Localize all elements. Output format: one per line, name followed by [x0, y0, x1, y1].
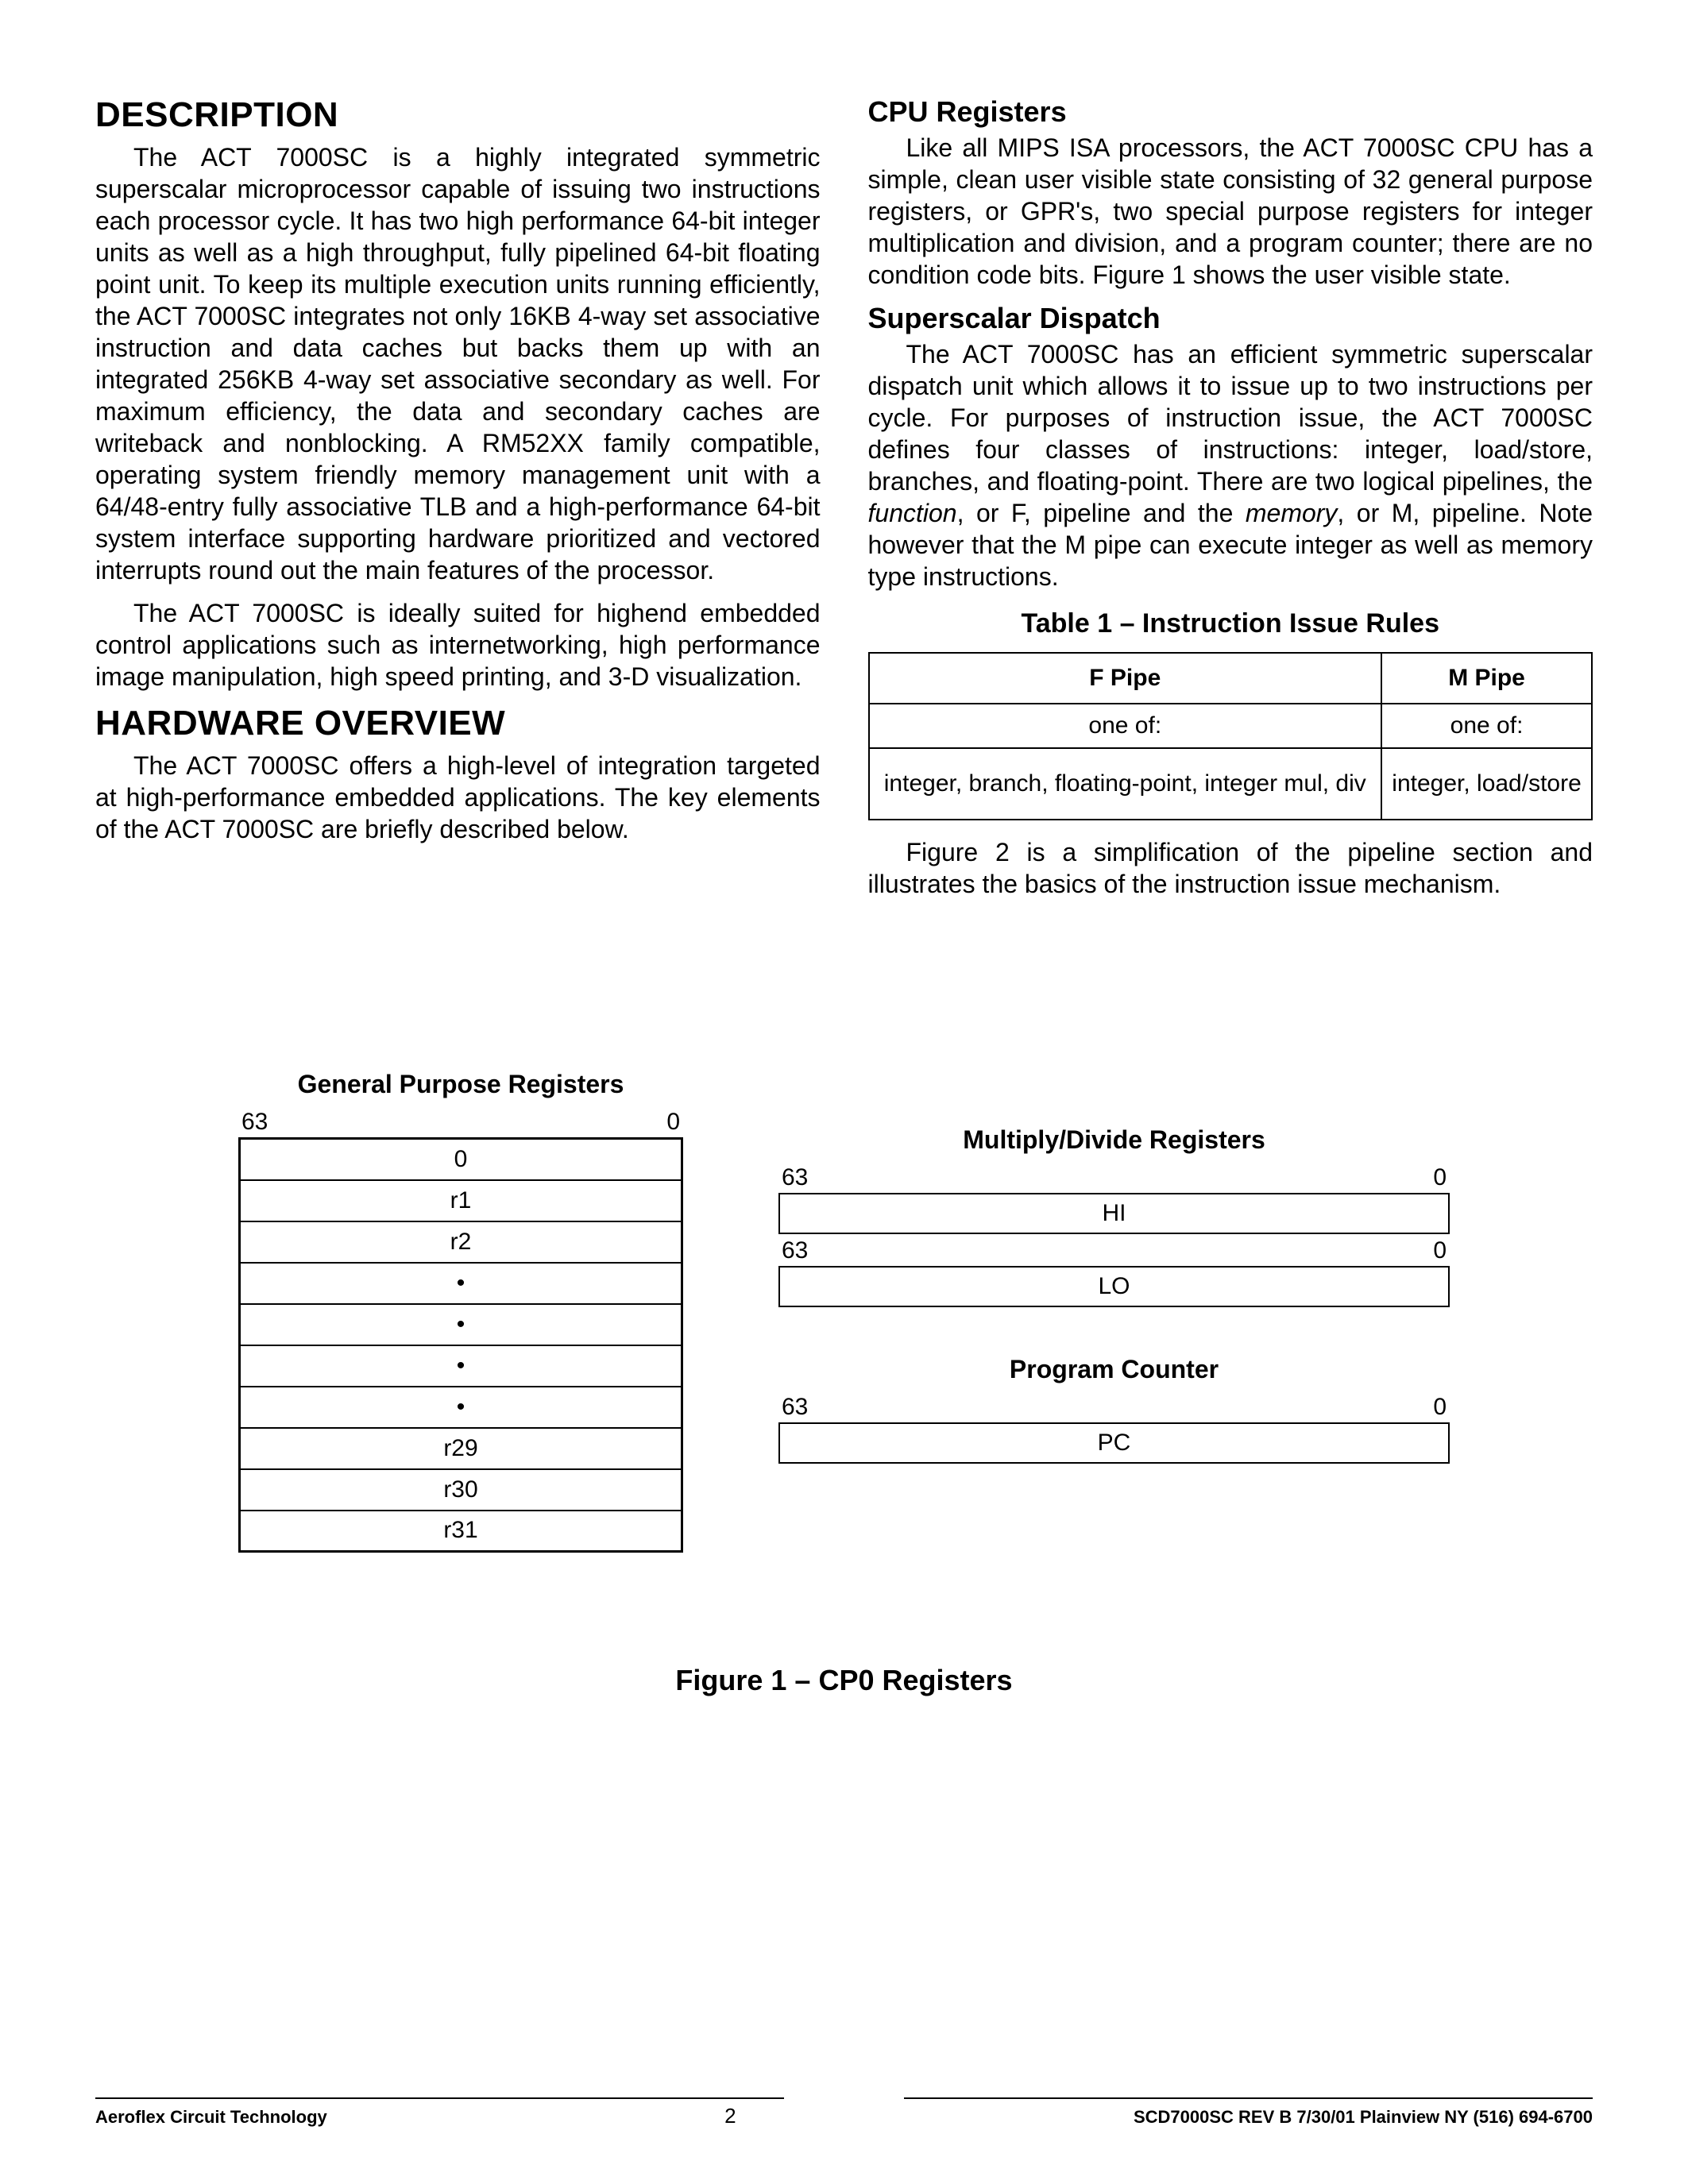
pc-axis: 63 0 [778, 1394, 1450, 1421]
td-m-list: integer, load/store [1381, 748, 1592, 820]
two-column-layout: DESCRIPTION The ACT 7000SC is a highly i… [95, 95, 1593, 911]
pc-group: Program Counter 63 0 PC [778, 1355, 1450, 1480]
gpr-row: r2 [240, 1221, 682, 1263]
gpr-row: • [240, 1345, 682, 1387]
figure-1-area: General Purpose Registers 63 0 0 r1 r2 •… [95, 1070, 1593, 1553]
hi-bit-high: 63 [782, 1164, 808, 1191]
lo-bit-high: 63 [782, 1237, 808, 1264]
table-row: integer, branch, floating-point, integer… [869, 748, 1593, 820]
superscalar-paragraph: The ACT 7000SC has an efficient symmetri… [868, 338, 1593, 592]
table-issue-rules: F Pipe M Pipe one of: one of: integer, b… [868, 652, 1593, 820]
gpr-row: r1 [240, 1180, 682, 1221]
heading-description: DESCRIPTION [95, 95, 821, 135]
gpr-row: • [240, 1304, 682, 1345]
pc-register: PC [778, 1422, 1450, 1464]
heading-hardware-overview: HARDWARE OVERVIEW [95, 704, 821, 743]
page-footer: Aeroflex Circuit Technology 2 SCD7000SC … [95, 2097, 1593, 2128]
ss-text-1: The ACT 7000SC has an efficient symmetri… [868, 340, 1593, 496]
pc-bit-high: 63 [782, 1394, 808, 1421]
table-row: one of: one of: [869, 704, 1593, 748]
left-column: DESCRIPTION The ACT 7000SC is a highly i… [95, 95, 821, 911]
table-1-title: Table 1 – Instruction Issue Rules [868, 608, 1593, 639]
pc-title: Program Counter [778, 1355, 1450, 1384]
ss-text-2: , or F, pipeline and the [957, 499, 1246, 527]
figure-1-caption: Figure 1 – CP0 Registers [95, 1664, 1593, 1697]
gpr-row: r31 [240, 1511, 682, 1552]
gpr-table: 0 r1 r2 • • • • r29 r30 r31 [238, 1137, 683, 1553]
gpr-row: r29 [240, 1428, 682, 1469]
hi-axis: 63 0 [778, 1164, 1450, 1191]
gpr-bit-high: 63 [241, 1109, 268, 1136]
gpr-bit-low: 0 [666, 1109, 680, 1136]
th-mpipe: M Pipe [1381, 653, 1592, 704]
ss-italic-function: function [868, 499, 957, 527]
after-table-paragraph: Figure 2 is a simplification of the pipe… [868, 836, 1593, 900]
cpu-registers-paragraph: Like all MIPS ISA processors, the ACT 70… [868, 132, 1593, 291]
description-paragraph-2: The ACT 7000SC is ideally suited for hig… [95, 597, 821, 693]
gpr-axis: 63 0 [238, 1109, 683, 1136]
heading-superscalar: Superscalar Dispatch [868, 302, 1593, 335]
right-column: CPU Registers Like all MIPS ISA processo… [868, 95, 1593, 911]
lo-bit-low: 0 [1433, 1237, 1447, 1264]
description-paragraph-1: The ACT 7000SC is a highly integrated sy… [95, 141, 821, 586]
footer-page-number: 2 [724, 2104, 736, 2128]
gpr-block: General Purpose Registers 63 0 0 r1 r2 •… [238, 1070, 683, 1553]
hi-bit-low: 0 [1433, 1164, 1447, 1191]
td-f-list: integer, branch, floating-point, integer… [869, 748, 1382, 820]
right-registers-block: Multiply/Divide Registers 63 0 HI 63 0 L… [778, 1070, 1450, 1480]
table-header-row: F Pipe M Pipe [869, 653, 1593, 704]
footer-text-row: Aeroflex Circuit Technology 2 SCD7000SC … [95, 2104, 1593, 2128]
hardware-paragraph: The ACT 7000SC offers a high-level of in… [95, 750, 821, 845]
muldiv-group: Multiply/Divide Registers 63 0 HI 63 0 L… [778, 1125, 1450, 1323]
gpr-row: 0 [240, 1139, 682, 1180]
gpr-row: r30 [240, 1469, 682, 1511]
footer-left: Aeroflex Circuit Technology [95, 2107, 327, 2128]
hi-register: HI [778, 1193, 1450, 1234]
lo-register: LO [778, 1266, 1450, 1307]
ss-italic-memory: memory [1246, 499, 1338, 527]
heading-cpu-registers: CPU Registers [868, 95, 1593, 129]
footer-rule [95, 2097, 1593, 2099]
pc-bit-low: 0 [1433, 1394, 1447, 1421]
td-f-oneof: one of: [869, 704, 1382, 748]
page: DESCRIPTION The ACT 7000SC is a highly i… [0, 0, 1688, 2184]
footer-right: SCD7000SC REV B 7/30/01 Plainview NY (51… [1134, 2107, 1593, 2128]
gpr-title: General Purpose Registers [298, 1070, 624, 1099]
gpr-row: • [240, 1387, 682, 1428]
th-fpipe: F Pipe [869, 653, 1382, 704]
td-m-oneof: one of: [1381, 704, 1592, 748]
lo-axis: 63 0 [778, 1237, 1450, 1264]
gpr-row: • [240, 1263, 682, 1304]
muldiv-title: Multiply/Divide Registers [778, 1125, 1450, 1155]
